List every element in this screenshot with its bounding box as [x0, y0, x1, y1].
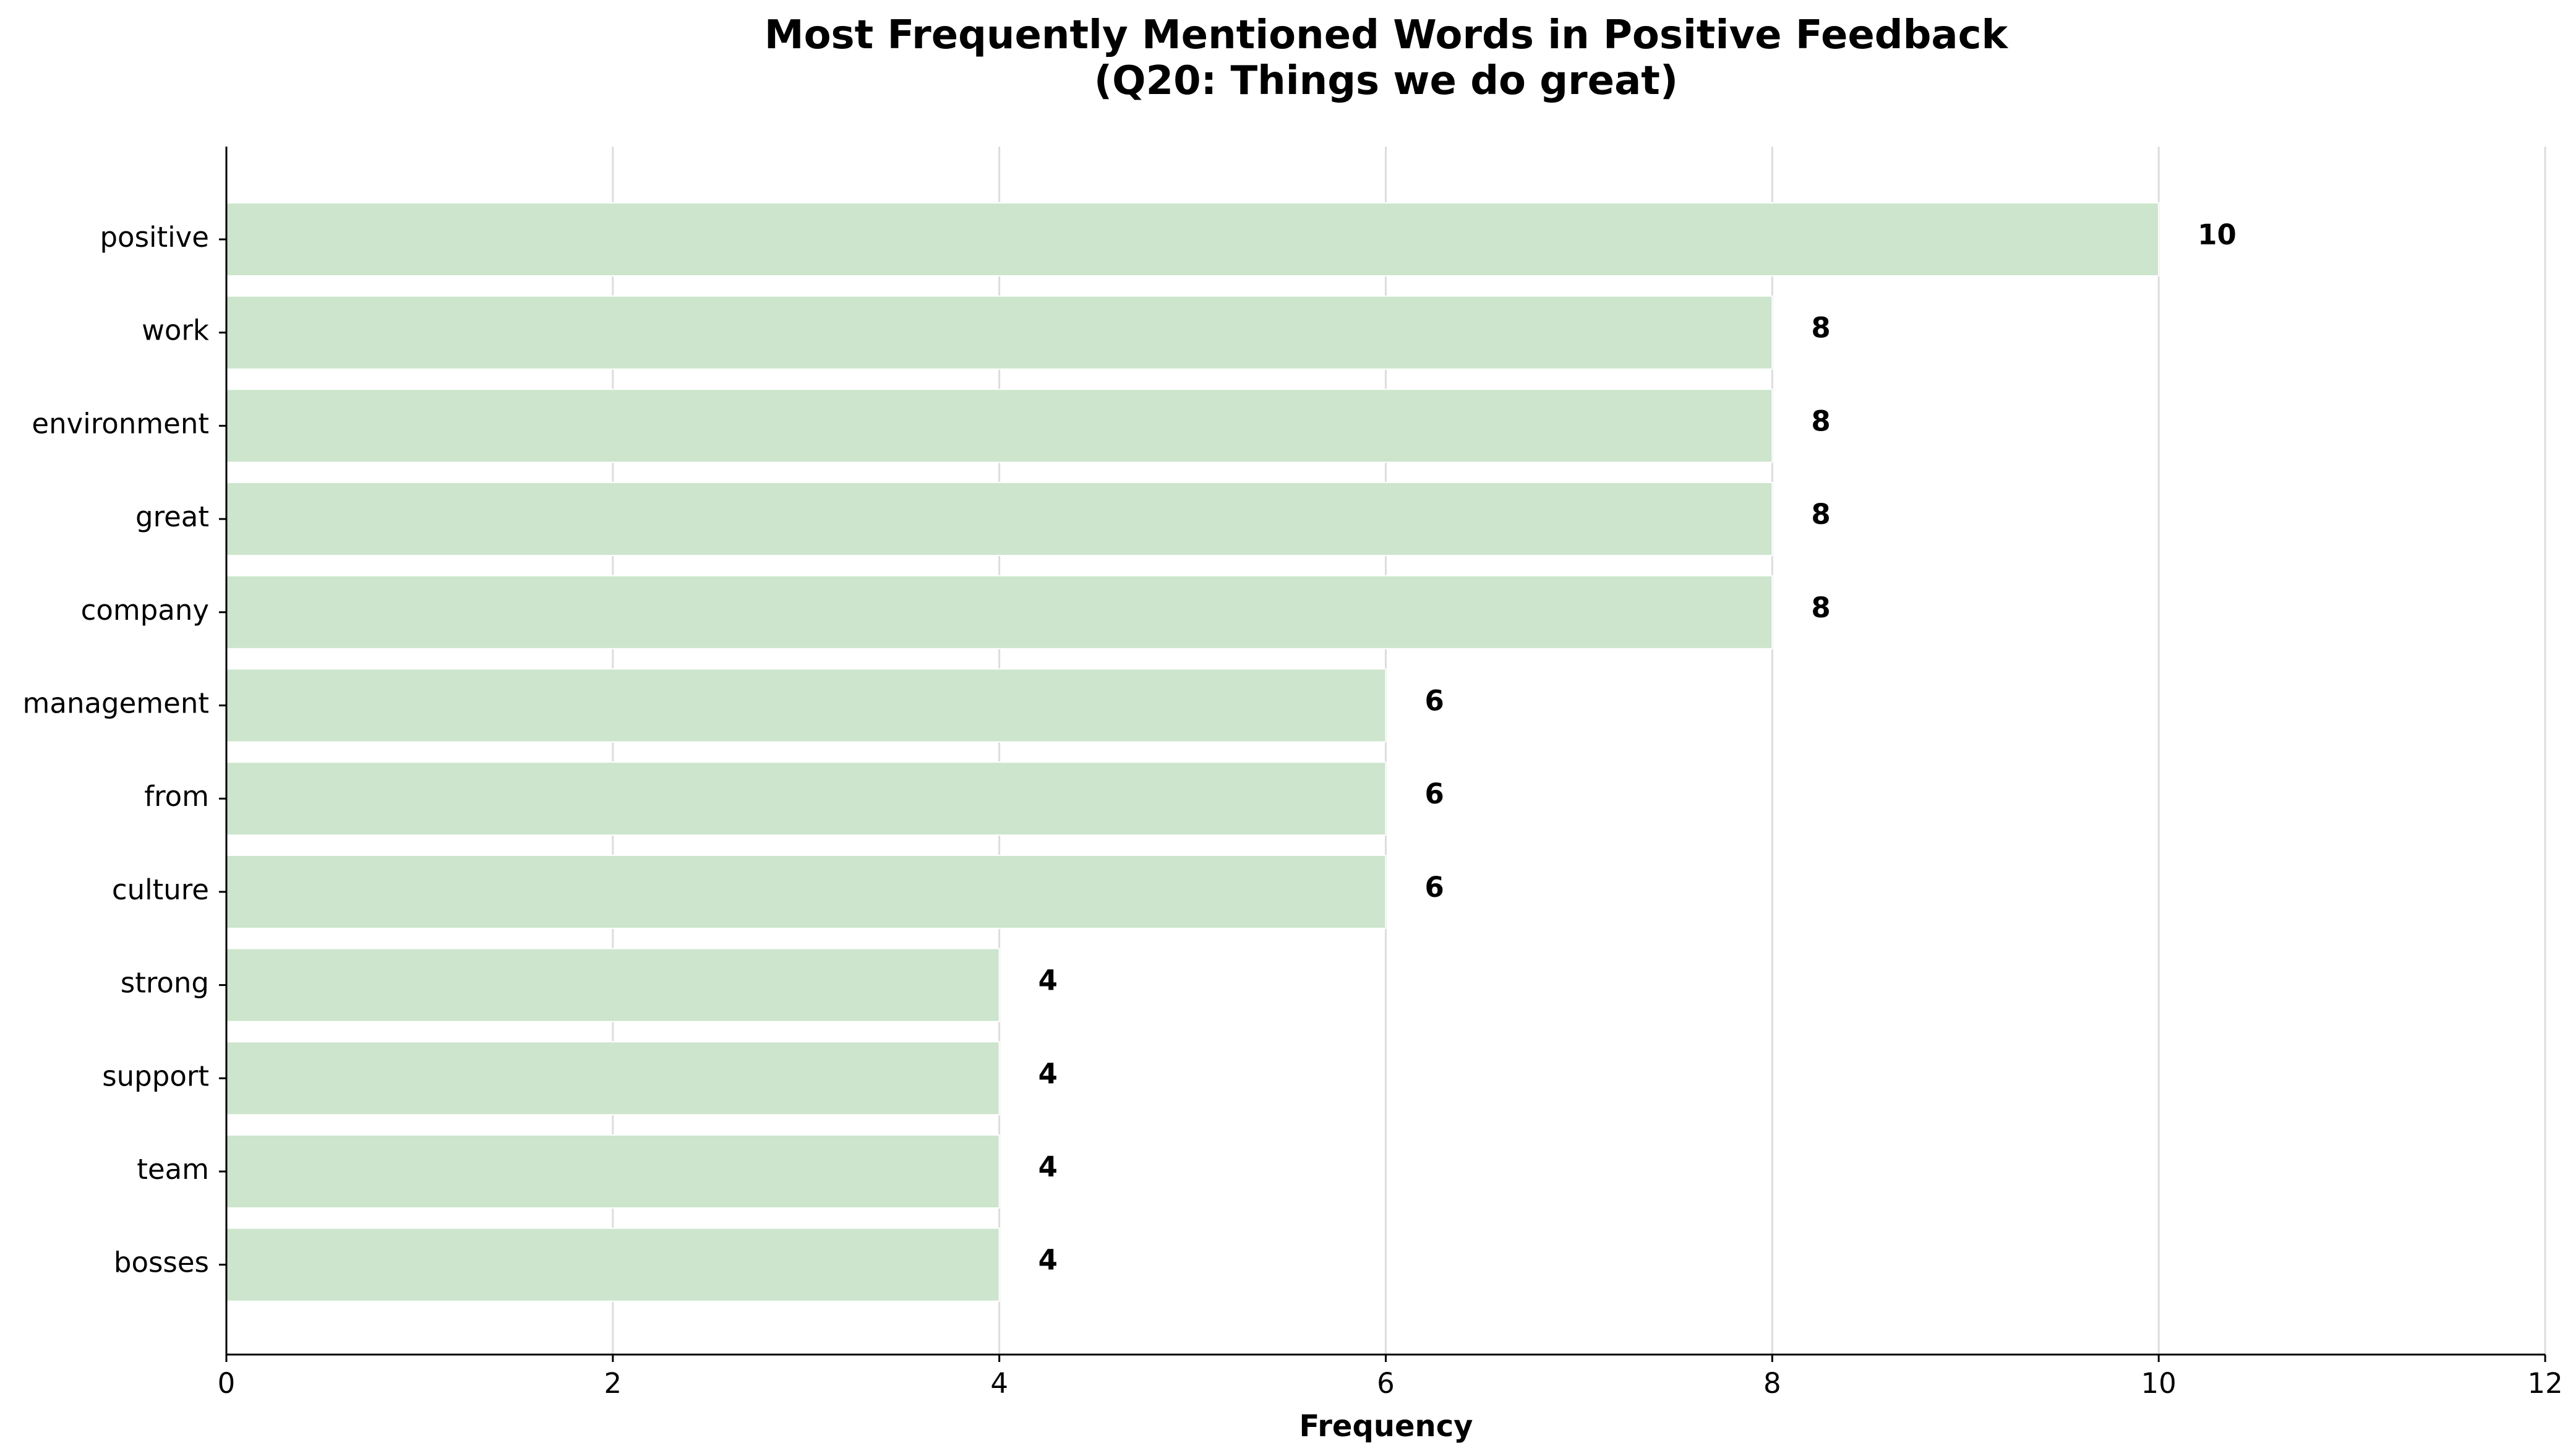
bar-environment: [226, 388, 1773, 463]
x-tick-label: 2: [604, 1367, 622, 1400]
chart-title-line-1: Most Frequently Mentioned Words in Posit…: [764, 12, 2009, 58]
y-tick-label-culture: culture: [112, 873, 209, 906]
value-label-culture: 6: [1425, 871, 1444, 904]
value-label-team: 4: [1038, 1150, 1058, 1183]
value-label-company: 8: [1811, 591, 1830, 624]
value-label-great: 8: [1811, 498, 1830, 531]
value-label-work: 8: [1811, 312, 1830, 345]
y-tick-label-team: team: [137, 1153, 209, 1186]
x-tick-label: 8: [1763, 1367, 1781, 1400]
bar-work: [226, 295, 1773, 370]
y-tick-label-strong: strong: [121, 967, 209, 1000]
bar-support: [226, 1041, 1000, 1116]
x-tick-label: 0: [218, 1367, 236, 1400]
x-axis-ticks: 0 2 4 6 8 10 12: [218, 1355, 2563, 1400]
y-tick-label-company: company: [81, 594, 209, 627]
bar-bosses: [226, 1227, 1000, 1302]
bar-positive: [226, 202, 2160, 276]
x-tick-label: 12: [2527, 1367, 2562, 1400]
bars: [226, 202, 2160, 1302]
y-tick-label-great: great: [135, 500, 209, 533]
x-tick-label: 4: [990, 1367, 1008, 1400]
bar-company: [226, 575, 1773, 649]
y-tick-label-management: management: [23, 687, 209, 720]
bar-from: [226, 761, 1387, 836]
y-tick-label-from: from: [144, 780, 209, 813]
chart-title-line-2: (Q20: Things we do great): [1094, 58, 1678, 104]
value-label-strong: 4: [1038, 964, 1058, 997]
y-axis-ticks: positive work environment great company manag…: [23, 221, 226, 1279]
x-tick-label: 6: [1377, 1367, 1395, 1400]
bar-team: [226, 1134, 1000, 1209]
bar-great: [226, 482, 1773, 557]
x-tick-label: 10: [2141, 1367, 2177, 1400]
x-axis-label: Frequency: [1299, 1409, 1473, 1444]
y-tick-label-work: work: [142, 314, 209, 347]
bar-management: [226, 668, 1387, 743]
chart-title: Most Frequently Mentioned Words in Posit…: [764, 12, 2009, 104]
value-label-support: 4: [1038, 1057, 1058, 1090]
bar-strong: [226, 948, 1000, 1022]
y-tick-label-bosses: bosses: [114, 1246, 209, 1279]
value-label-positive: 10: [2198, 218, 2237, 251]
value-label-management: 6: [1425, 685, 1444, 717]
bar-culture: [226, 854, 1387, 929]
y-tick-label-environment: environment: [32, 407, 209, 440]
value-label-bosses: 4: [1038, 1244, 1058, 1277]
value-label-environment: 8: [1811, 405, 1830, 437]
value-labels: 10 8 8 8 8 6 6 6 4 4 4 4: [1038, 218, 2237, 1277]
value-label-from: 6: [1425, 777, 1444, 810]
y-tick-label-positive: positive: [100, 221, 209, 254]
y-tick-label-support: support: [102, 1060, 209, 1092]
